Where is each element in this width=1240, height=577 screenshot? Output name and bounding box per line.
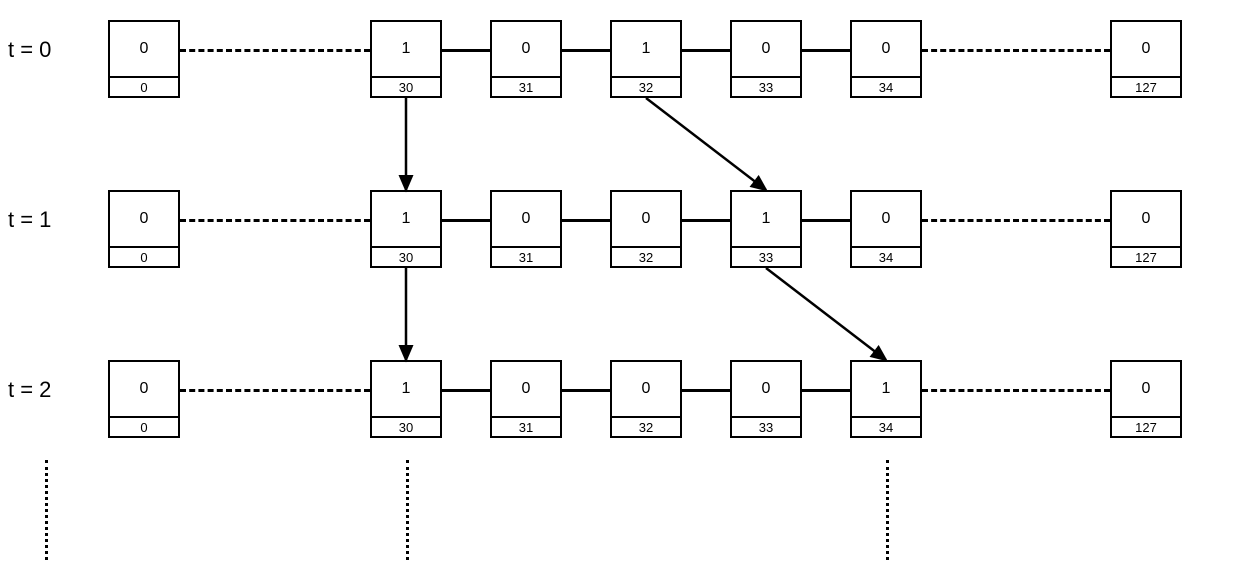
cell-value: 0 [850, 190, 922, 248]
cell-value: 0 [490, 190, 562, 248]
cell: 033 [730, 20, 802, 98]
cell-index: 30 [370, 418, 442, 438]
cell: 032 [610, 360, 682, 438]
cell-index: 31 [490, 248, 562, 268]
transition-arrow [766, 268, 886, 360]
cell-value: 1 [610, 20, 682, 78]
cell: 034 [850, 190, 922, 268]
cell: 00 [108, 360, 180, 438]
cell-index: 32 [610, 78, 682, 98]
cell-value: 0 [730, 20, 802, 78]
vertical-dots [45, 460, 48, 560]
cell-index: 34 [850, 78, 922, 98]
connector-solid [682, 389, 730, 392]
cell: 031 [490, 190, 562, 268]
row-label: t = 2 [8, 377, 51, 403]
cell-index: 0 [108, 78, 180, 98]
cell-index: 0 [108, 248, 180, 268]
cell-index: 30 [370, 248, 442, 268]
cell: 130 [370, 190, 442, 268]
cell-index: 34 [850, 418, 922, 438]
cell: 130 [370, 360, 442, 438]
cell: 0127 [1110, 360, 1182, 438]
cell-value: 0 [1110, 190, 1182, 248]
connector-solid [682, 49, 730, 52]
cell-index: 32 [610, 248, 682, 268]
connector-solid [442, 219, 490, 222]
cell-index: 32 [610, 418, 682, 438]
cell-value: 0 [850, 20, 922, 78]
cell: 134 [850, 360, 922, 438]
cell-index: 34 [850, 248, 922, 268]
row-label: t = 0 [8, 37, 51, 63]
cell-value: 1 [850, 360, 922, 418]
cell-value: 1 [730, 190, 802, 248]
connector-dashed [180, 389, 370, 392]
cell-value: 0 [490, 360, 562, 418]
cell-value: 0 [490, 20, 562, 78]
connector-solid [562, 49, 610, 52]
connector-solid [802, 49, 850, 52]
cell-value: 0 [610, 190, 682, 248]
cell: 031 [490, 20, 562, 98]
cell: 133 [730, 190, 802, 268]
cell-value: 0 [1110, 360, 1182, 418]
cell: 0127 [1110, 190, 1182, 268]
cell-value: 0 [108, 20, 180, 78]
cell-index: 33 [730, 418, 802, 438]
connector-solid [562, 219, 610, 222]
cell-value: 0 [1110, 20, 1182, 78]
cell-index: 31 [490, 78, 562, 98]
cell-value: 1 [370, 20, 442, 78]
cell: 033 [730, 360, 802, 438]
cell: 130 [370, 20, 442, 98]
row-label: t = 1 [8, 207, 51, 233]
cell-value: 1 [370, 190, 442, 248]
cell: 0127 [1110, 20, 1182, 98]
cell-index: 30 [370, 78, 442, 98]
cell: 032 [610, 190, 682, 268]
cell: 034 [850, 20, 922, 98]
cell-index: 33 [730, 248, 802, 268]
cell-index: 127 [1110, 78, 1182, 98]
connector-solid [802, 219, 850, 222]
connector-solid [442, 49, 490, 52]
cell-index: 0 [108, 418, 180, 438]
cell-index: 31 [490, 418, 562, 438]
cell-index: 127 [1110, 418, 1182, 438]
connector-dashed [180, 49, 370, 52]
connector-dashed [922, 219, 1110, 222]
cell-value: 0 [730, 360, 802, 418]
cell-index: 127 [1110, 248, 1182, 268]
cell: 00 [108, 20, 180, 98]
cell: 132 [610, 20, 682, 98]
cell-value: 0 [108, 360, 180, 418]
cell-index: 33 [730, 78, 802, 98]
connector-solid [802, 389, 850, 392]
cell-value: 0 [610, 360, 682, 418]
cell: 00 [108, 190, 180, 268]
connector-dashed [922, 389, 1110, 392]
vertical-dots [886, 460, 889, 560]
connector-solid [442, 389, 490, 392]
cell: 031 [490, 360, 562, 438]
connector-dashed [922, 49, 1110, 52]
transition-arrow [646, 98, 766, 190]
vertical-dots [406, 460, 409, 560]
cell-value: 1 [370, 360, 442, 418]
cell-value: 0 [108, 190, 180, 248]
connector-dashed [180, 219, 370, 222]
diagram-canvas: t = 0001300311320330340127t = 1001300310… [0, 0, 1240, 577]
connector-solid [562, 389, 610, 392]
connector-solid [682, 219, 730, 222]
